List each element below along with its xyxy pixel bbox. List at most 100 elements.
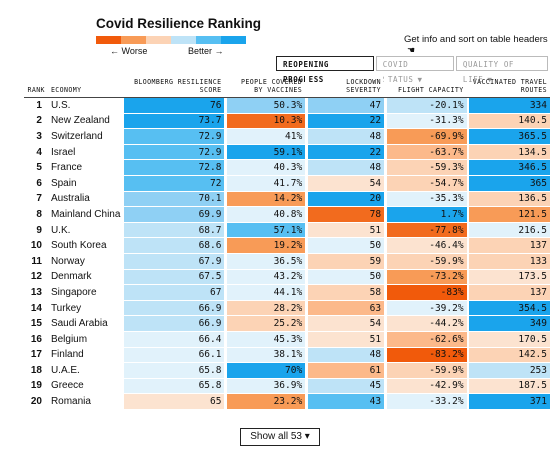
vaccines-cell: 36.5% [227,253,306,270]
economy-cell: Switzerland [47,128,124,145]
tab-reopening-progress[interactable]: REOPENING PROGRESS [276,56,374,84]
header-lockdown[interactable]: LOCKDOWN SEVERITY [307,74,385,98]
vaccines-cell: 70% [227,362,306,379]
lockdown-cell: 45 [307,378,385,395]
sort-hint-text: Get info and sort on table headers [404,34,548,45]
column-gap [224,362,228,379]
vaccines-cell: 10.3% [227,113,306,130]
page-title: Covid Resilience Ranking [96,16,262,31]
flight-cell: -83.2% [386,347,467,364]
score-cell: 66.1 [123,347,225,364]
table-row: 3 Switzerland 72.9 41% 48 -69.9% 365.5 [24,128,550,145]
tab-quality-of-life[interactable]: QUALITY OF LIFE ▼ [455,56,548,84]
economy-cell: Australia [47,191,124,208]
economy-cell: South Korea [47,237,124,254]
header-flight-capacity[interactable]: FLIGHT CAPACITY [386,74,467,98]
vaccines-cell: 41.7% [227,175,306,192]
score-cell: 68.6 [123,237,225,254]
lockdown-cell: 43 [307,393,385,410]
column-gap [305,393,308,410]
rank-cell: 8 [24,206,48,223]
score-cell: 72 [123,175,225,192]
flight-cell: -20.1% [386,97,467,114]
lockdown-cell: 59 [307,253,385,270]
table-row: 8 Mainland China 69.9 40.8% 78 1.7% 121.5 [24,206,550,223]
rank-cell: 9 [24,222,48,239]
column-gap [224,347,228,364]
score-cell: 66.4 [123,331,225,348]
routes-cell: 365.5 [469,128,550,145]
table-row: 10 South Korea 68.6 19.2% 50 -46.4% 137 [24,237,550,254]
header-travel-routes[interactable]: VACCINATED TRAVEL ROUTES [469,74,550,98]
legend-worse-label: ← Worse [110,46,148,56]
table-row: 13 Singapore 67 44.1% 58 -83% 137 [24,284,550,301]
column-gap [466,113,470,130]
column-gap [466,191,470,208]
column-gap [466,237,470,254]
table-row: 9 U.K. 68.7 57.1% 51 -77.8% 216.5 [24,222,550,239]
header-resilience-score[interactable]: BLOOMBERG RESILIENCE SCORE [123,74,225,98]
color-legend [96,36,246,44]
column-gap [305,315,308,332]
table-row: 4 Israel 72.9 59.1% 22 -63.7% 134.5 [24,144,550,161]
routes-cell: 354.5 [469,300,550,317]
lockdown-cell: 22 [307,144,385,161]
column-gap [384,191,387,208]
vaccines-cell: 40.8% [227,206,306,223]
flight-cell: -59.3% [386,159,467,176]
column-gap [466,284,470,301]
lockdown-cell: 48 [307,347,385,364]
economy-cell: Belgium [47,331,124,348]
routes-cell: 137 [469,284,550,301]
table-row: 18 U.A.E. 65.8 70% 61 -59.9% 253 [24,362,550,379]
flight-cell: -44.2% [386,315,467,332]
vaccines-cell: 28.2% [227,300,306,317]
pointer-icon: ☚ [407,45,416,55]
column-gap [384,175,387,192]
legend-swatch [171,36,196,44]
header-vaccines[interactable]: PEOPLE COVERED BY VACCINES [227,74,306,98]
rank-cell: 12 [24,269,48,286]
column-gap [224,284,228,301]
lockdown-cell: 47 [307,97,385,114]
header-rank[interactable]: RANK [24,74,48,98]
routes-cell: 334 [469,97,550,114]
vaccines-cell: 23.2% [227,393,306,410]
table-row: 19 Greece 65.8 36.9% 45 -42.9% 187.5 [24,378,550,395]
table-row: 14 Turkey 66.9 28.2% 63 -39.2% 354.5 [24,300,550,317]
column-gap [305,191,308,208]
score-cell: 72.9 [123,144,225,161]
column-gap [384,97,387,114]
header-economy[interactable]: ECONOMY [47,74,124,98]
table-row: 16 Belgium 66.4 45.3% 51 -62.6% 170.5 [24,331,550,348]
tab-bar: REOPENING PROGRESS COVID STATUS ▼ QUALITY… [276,56,550,84]
rank-cell: 11 [24,253,48,270]
vaccines-cell: 59.1% [227,144,306,161]
score-cell: 66.9 [123,300,225,317]
column-gap [384,113,387,130]
column-gap [466,128,470,145]
column-gap [384,237,387,254]
table-row: 1 U.S. 76 50.3% 47 -20.1% 334 [24,97,550,114]
vaccines-cell: 41% [227,128,306,145]
column-gap [305,206,308,223]
routes-cell: 133 [469,253,550,270]
score-cell: 70.1 [123,191,225,208]
rank-cell: 1 [24,97,48,114]
legend-better-label: Better → [188,46,224,56]
column-gap [384,144,387,161]
flight-cell: -63.7% [386,144,467,161]
column-gap [224,191,228,208]
vaccines-cell: 36.9% [227,378,306,395]
show-all-button[interactable]: Show all 53 ▾ [240,428,320,446]
vaccines-cell: 25.2% [227,315,306,332]
legend-swatch [96,36,121,44]
economy-cell: U.A.E. [47,362,124,379]
column-gap [384,347,387,364]
tab-covid-status[interactable]: COVID STATUS ▼ [375,56,454,84]
economy-cell: Mainland China [47,206,124,223]
lockdown-cell: 54 [307,315,385,332]
score-cell: 67.5 [123,269,225,286]
column-gap [384,331,387,348]
column-gap [224,74,228,98]
